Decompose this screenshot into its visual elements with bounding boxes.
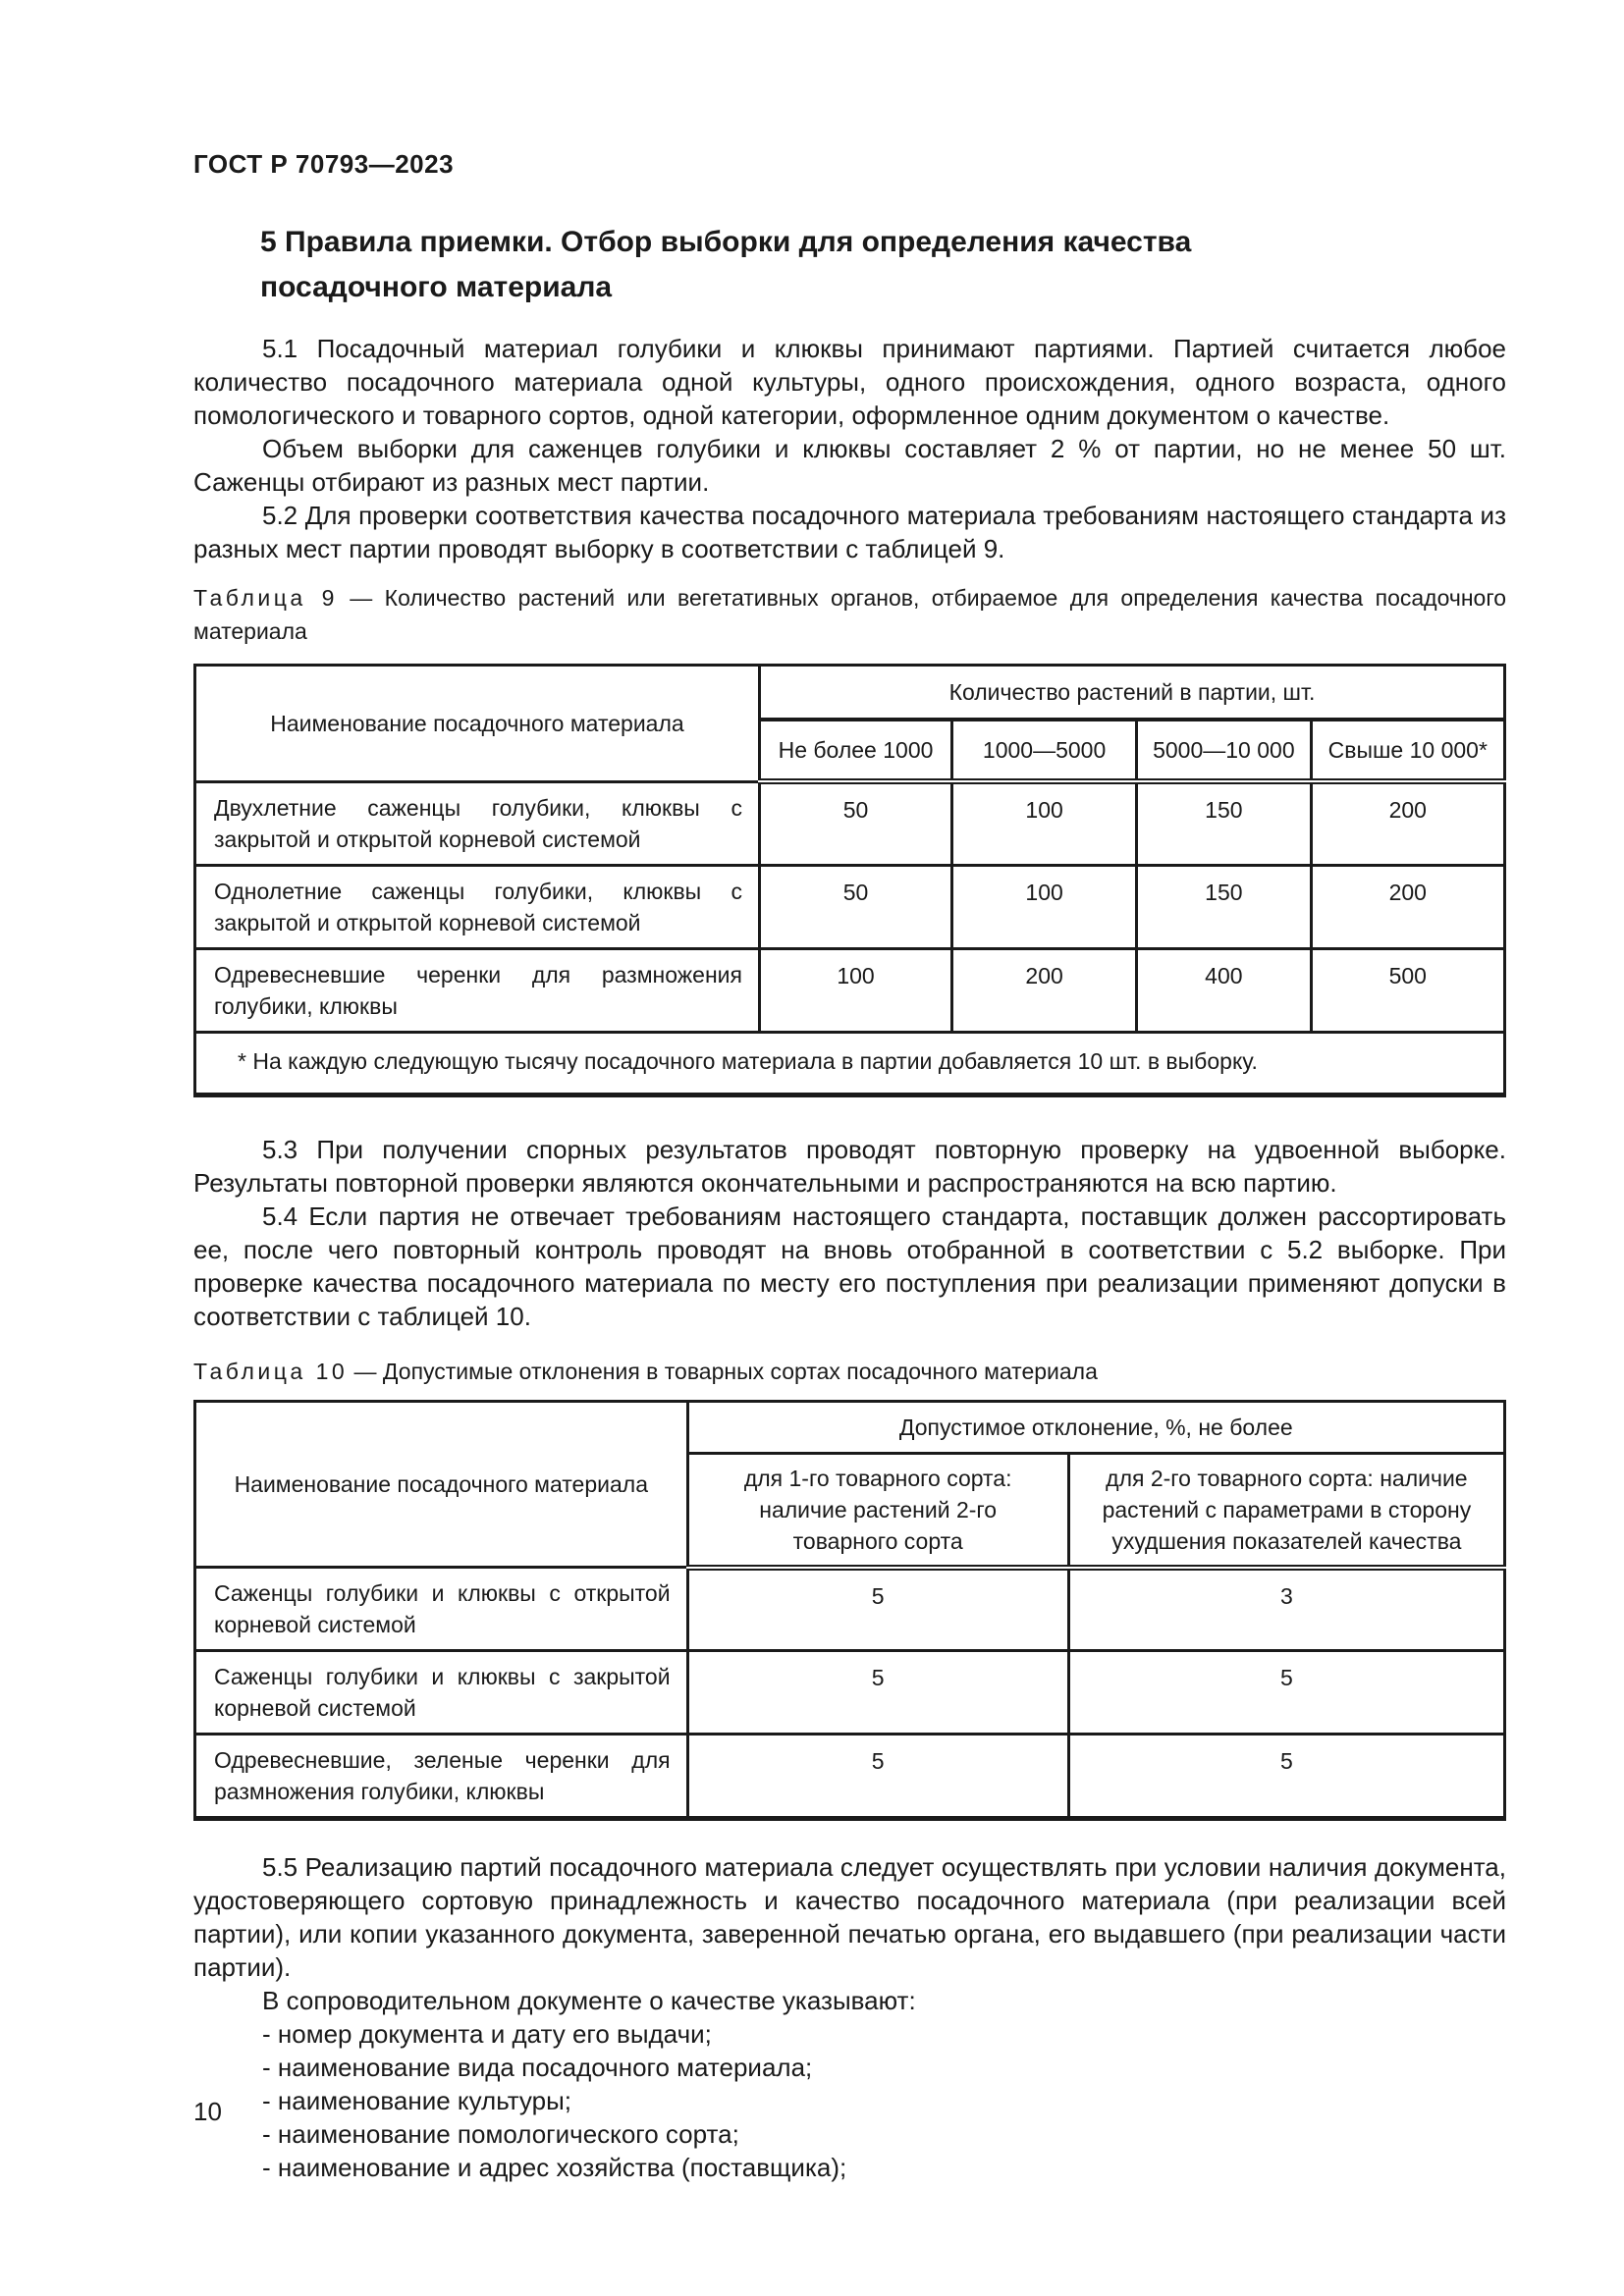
table9-row3-val1: 100 xyxy=(757,946,954,1034)
table10: Наименование посадочного материала Допус… xyxy=(193,1399,1507,1821)
table-row: Двухлетние саженцы голубики, клюквы с за… xyxy=(193,779,1507,867)
table9-caption-label: Таблица 9 xyxy=(193,585,338,611)
section-heading: 5 Правила приемки. Отбор выборки для опр… xyxy=(260,226,1192,303)
table10-header-col-2: для 2-го товарного сорта: наличие растен… xyxy=(1066,1451,1507,1571)
table9-caption-title: — Количество растений или вегетативных о… xyxy=(193,585,1507,644)
table9-caption: Таблица 9 — Количество растений или веге… xyxy=(193,581,1506,648)
table9-footnote-row: * На каждую следующую тысячу посадочного… xyxy=(193,1030,1506,1096)
paragraph-5-1: 5.1 Посадочный материал голубики и клюкв… xyxy=(193,334,1506,430)
table9-row3-name: Одревесневшие черенки для размножения го… xyxy=(193,946,761,1034)
table10-row1-val1: 5 xyxy=(685,1566,1070,1652)
page-content: ГОСТ Р 70793—2023 5 Правила приемки. Отб… xyxy=(193,0,1506,2184)
paragraph-doc-intro: В сопроводительном документе о качестве … xyxy=(262,1986,916,2015)
table9-row2-val3: 150 xyxy=(1135,863,1313,950)
table9-header-col-1: Не более 1000 xyxy=(757,718,954,784)
table9-row3-val4: 500 xyxy=(1309,946,1507,1034)
table9-header-material: Наименование посадочного материала xyxy=(193,664,761,783)
table9-row1-val3: 150 xyxy=(1135,779,1313,867)
table-row: Одревесневшие, зеленые черенки для размн… xyxy=(193,1733,1507,1820)
list-item: - наименование вида посадочного материал… xyxy=(262,2053,813,2082)
table10-row1-val2: 3 xyxy=(1066,1566,1507,1652)
table10-caption: Таблица 10 — Допустимые отклонения в тов… xyxy=(193,1355,1506,1388)
table9: Наименование посадочного материала Колич… xyxy=(193,664,1507,1097)
table9-row1-val4: 200 xyxy=(1309,779,1507,867)
table9-row2-name: Однолетние саженцы голубики, клюквы с за… xyxy=(193,863,761,950)
list-item: - номер документа и дату его выдачи; xyxy=(262,2019,712,2049)
paragraph-5-4: 5.4 Если партия не отвечает требованиям … xyxy=(193,1201,1506,1331)
table-row: Саженцы голубики и клюквы с открытой кор… xyxy=(193,1566,1507,1652)
table9-row2-val1: 50 xyxy=(757,863,954,950)
table10-row3-val2: 5 xyxy=(1066,1733,1507,1820)
table10-header-row-1: Наименование посадочного материала Допус… xyxy=(193,1399,1507,1569)
table10-row1-name: Саженцы голубики и клюквы с открытой кор… xyxy=(193,1566,689,1652)
running-head: ГОСТ Р 70793—2023 xyxy=(193,149,455,179)
list-item: - наименование помологического сорта; xyxy=(262,2119,739,2149)
table9-header-group: Количество растений в партии, шт. xyxy=(757,664,1507,721)
list-item: - наименование культуры; xyxy=(262,2086,571,2115)
table10-caption-label: Таблица 10 xyxy=(193,1358,349,1384)
table-row: Одревесневшие черенки для размножения го… xyxy=(193,946,1507,1034)
table10-row2-val2: 5 xyxy=(1066,1649,1507,1735)
table10-row2-val1: 5 xyxy=(685,1649,1070,1735)
paragraph-5-5: 5.5 Реализацию партий посадочного матери… xyxy=(193,1852,1506,1982)
paragraph-5-2: 5.2 Для проверки соответствия качества п… xyxy=(193,501,1506,563)
table9-row3-val2: 200 xyxy=(950,946,1139,1034)
table9-row1-name: Двухлетние саженцы голубики, клюквы с за… xyxy=(193,779,761,867)
table10-header-material: Наименование посадочного материала xyxy=(193,1399,689,1569)
list-item: - наименование и адрес хозяйства (постав… xyxy=(262,2153,847,2182)
table9-footnote: * На каждую следующую тысячу посадочного… xyxy=(193,1030,1506,1096)
table9-header-col-2: 1000—5000 xyxy=(950,718,1139,784)
table-row: Однолетние саженцы голубики, клюквы с за… xyxy=(193,863,1507,950)
table9-row2-val2: 100 xyxy=(950,863,1139,950)
table10-header-row-2: для 1-го товарного сорта: наличие растен… xyxy=(195,1451,1507,1571)
table9-row1-val1: 50 xyxy=(757,779,954,867)
table9-header-col-4: Свыше 10 000* xyxy=(1309,718,1507,784)
table10-row3-val1: 5 xyxy=(685,1733,1070,1820)
paragraph-5-3: 5.3 При получении спорных результатов пр… xyxy=(193,1134,1506,1198)
table9-header-row-1: Наименование посадочного материала Колич… xyxy=(193,664,1507,783)
table10-row3-name: Одревесневшие, зеленые черенки для размн… xyxy=(193,1733,689,1820)
table9-header-col-3: 5000—10 000 xyxy=(1135,718,1313,784)
table9-row2-val4: 200 xyxy=(1309,863,1507,950)
table10-caption-title: — Допустимые отклонения в товарных сорта… xyxy=(353,1358,1098,1384)
table9-row3-val3: 400 xyxy=(1135,946,1313,1034)
table10-header-group: Допустимое отклонение, %, не более xyxy=(685,1399,1507,1454)
table9-row1-val2: 100 xyxy=(950,779,1139,867)
table10-row2-name: Саженцы голубики и клюквы с закрытой кор… xyxy=(193,1649,689,1735)
table9-header-row-2: Не более 1000 1000—5000 5000—10 000 Свыш… xyxy=(195,718,1507,784)
table10-header-col-1: для 1-го товарного сорта: наличие растен… xyxy=(685,1451,1070,1571)
page-number: 10 xyxy=(193,2097,222,2126)
paragraph-5-1b: Объем выборки для саженцев голубики и кл… xyxy=(193,434,1506,497)
table-row: Саженцы голубики и клюквы с закрытой кор… xyxy=(193,1649,1507,1735)
